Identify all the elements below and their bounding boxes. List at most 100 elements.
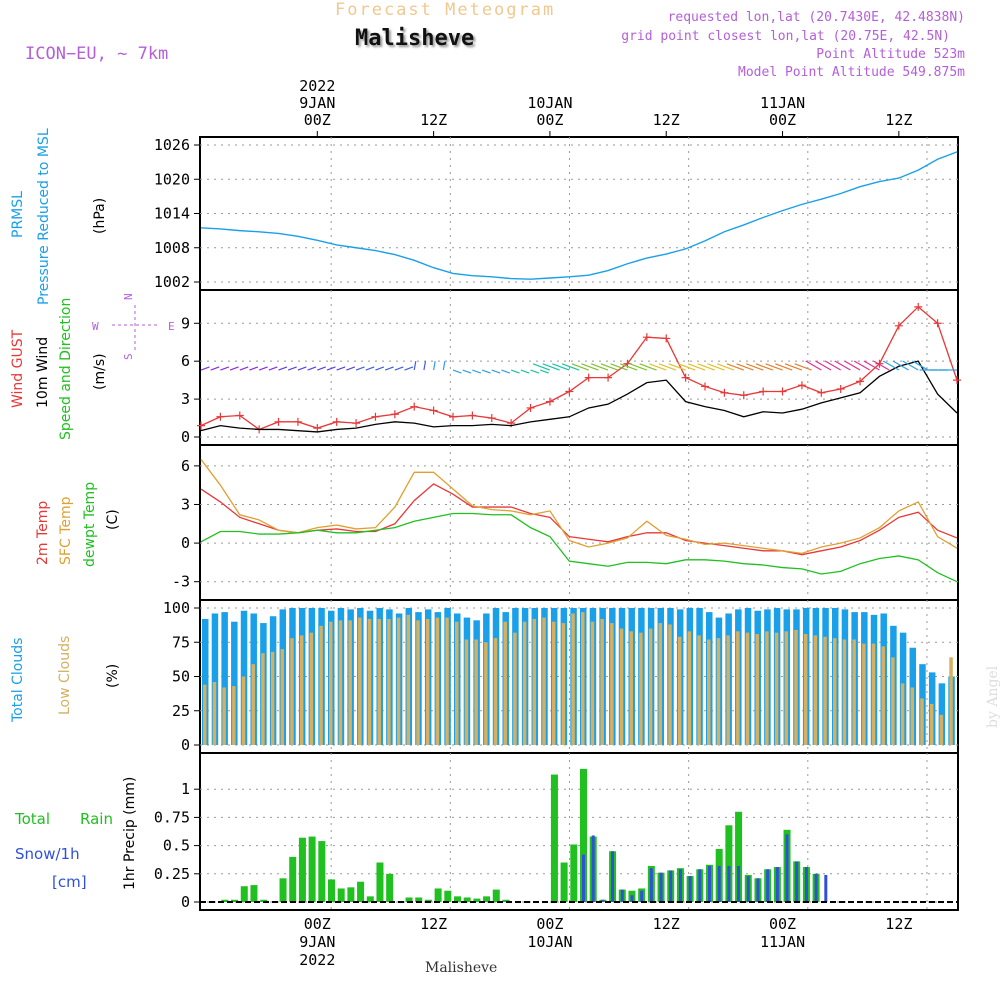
ytick-label-1: 9 (181, 314, 190, 332)
snow-bar (669, 870, 673, 902)
bottom-hour-4: 00Z (769, 915, 796, 933)
top-year-0: 2022 (299, 77, 335, 95)
wind-arrow (610, 363, 628, 371)
low-cloud-bar (232, 686, 236, 745)
panel-frame-2 (199, 444, 959, 601)
snow-bar (766, 869, 770, 902)
temp-line-0 (200, 483, 958, 556)
rain-bar (231, 899, 239, 902)
gust-point (604, 373, 613, 382)
low-cloud-bar (474, 639, 478, 745)
gust-point (701, 382, 709, 391)
bottom-hour-5: 12Z (885, 915, 912, 933)
rain-bar (289, 856, 297, 902)
low-cloud-bar (842, 639, 847, 745)
station-name: Malisheve (355, 26, 475, 51)
bottom-hour-3: 12Z (653, 915, 680, 933)
wind-arrow (501, 369, 511, 374)
rain-bar (444, 890, 452, 902)
rain-bar (279, 878, 287, 902)
rain-bar (405, 897, 413, 902)
low-cloud-bar (358, 617, 362, 745)
snow-bar (659, 872, 663, 902)
snow-bar (601, 899, 605, 902)
low-cloud-bar (871, 643, 876, 745)
gust-point (797, 381, 806, 390)
low-cloud-bar (270, 651, 275, 745)
gust-point (739, 391, 748, 400)
wind-arrow (552, 363, 570, 371)
snow-bar (746, 876, 750, 902)
wind-arrow (346, 366, 356, 371)
model-label: ICON−EU, ~ 7km (25, 44, 169, 64)
wind-arrow (687, 363, 706, 371)
low-cloud-bar (425, 618, 430, 745)
snow-bar (737, 865, 741, 902)
wind-arrow (520, 369, 530, 374)
wind-arrow (258, 366, 268, 371)
wind-arrow (249, 366, 259, 371)
top-date-0: 9JAN (299, 94, 335, 112)
snow-bar (804, 867, 808, 902)
low-cloud-bar (406, 614, 411, 745)
wind-arrow (902, 360, 919, 371)
ytick-label-1: 0 (181, 428, 190, 446)
ytick-label-2: 3 (181, 495, 190, 513)
wind-arrow (639, 363, 657, 371)
rain-bar (298, 837, 306, 902)
low-cloud-bar (338, 620, 343, 745)
gust-line (200, 305, 958, 431)
gust-point (759, 387, 768, 396)
gust-point (914, 302, 923, 311)
wind-arrow (658, 363, 677, 371)
wind-arrow (220, 366, 230, 371)
gust-point (197, 421, 205, 430)
wind-arrow (540, 369, 549, 374)
wind-arrow (649, 363, 667, 371)
top-date-4: 11JAN (760, 94, 805, 112)
temp-line-2 (200, 512, 958, 583)
low-cloud-bar (581, 612, 585, 745)
wind-arrow (912, 360, 929, 371)
rain-bar (250, 885, 258, 902)
wind-arrow (590, 363, 609, 371)
wind-arrow (462, 369, 472, 374)
wind-arrow (452, 369, 462, 374)
ytick-label-3: 0 (181, 736, 190, 754)
low-cloud-bar (736, 631, 740, 745)
low-cloud-bar (929, 703, 934, 745)
low-cloud-bar (833, 638, 837, 745)
rain-bar (550, 774, 558, 902)
chart-title: Forecast Meteogram (335, 0, 556, 20)
low-cloud-bar (309, 632, 314, 745)
low-cloud-bar (290, 638, 294, 745)
snow-bar (678, 869, 682, 902)
wind-arrow (510, 369, 520, 374)
low-cloud-bar (561, 623, 566, 745)
wind-arrow (775, 363, 793, 371)
snow-bar (717, 865, 721, 902)
requested-coords: requested lon,lat (20.7430E, 42.4838N) (667, 10, 965, 25)
low-cloud-bar (484, 642, 488, 745)
ytick-label-2: -3 (172, 573, 190, 591)
low-cloud-bar (774, 632, 779, 745)
wind-arrow (873, 360, 890, 371)
gust-point (642, 333, 651, 342)
wind-arrow (278, 366, 288, 371)
ytick-label-2: 0 (181, 534, 190, 552)
wind-arrow (571, 363, 589, 371)
wind-arrow (433, 361, 436, 371)
gust-point (313, 424, 322, 433)
wind-arrow (784, 363, 803, 371)
gust-point (681, 373, 690, 382)
wind-arrow (307, 366, 317, 371)
bottom-date-2: 10JAN (527, 933, 572, 951)
gust-point (235, 411, 244, 420)
panel-frame-4 (199, 752, 959, 911)
wind-arrow (882, 360, 900, 371)
gust-point (216, 412, 225, 421)
snow-bar (824, 874, 828, 902)
low-cloud-bar (367, 618, 372, 745)
ytick-label-4: 0.25 (154, 865, 190, 883)
ytick-label-1: 3 (181, 390, 190, 408)
